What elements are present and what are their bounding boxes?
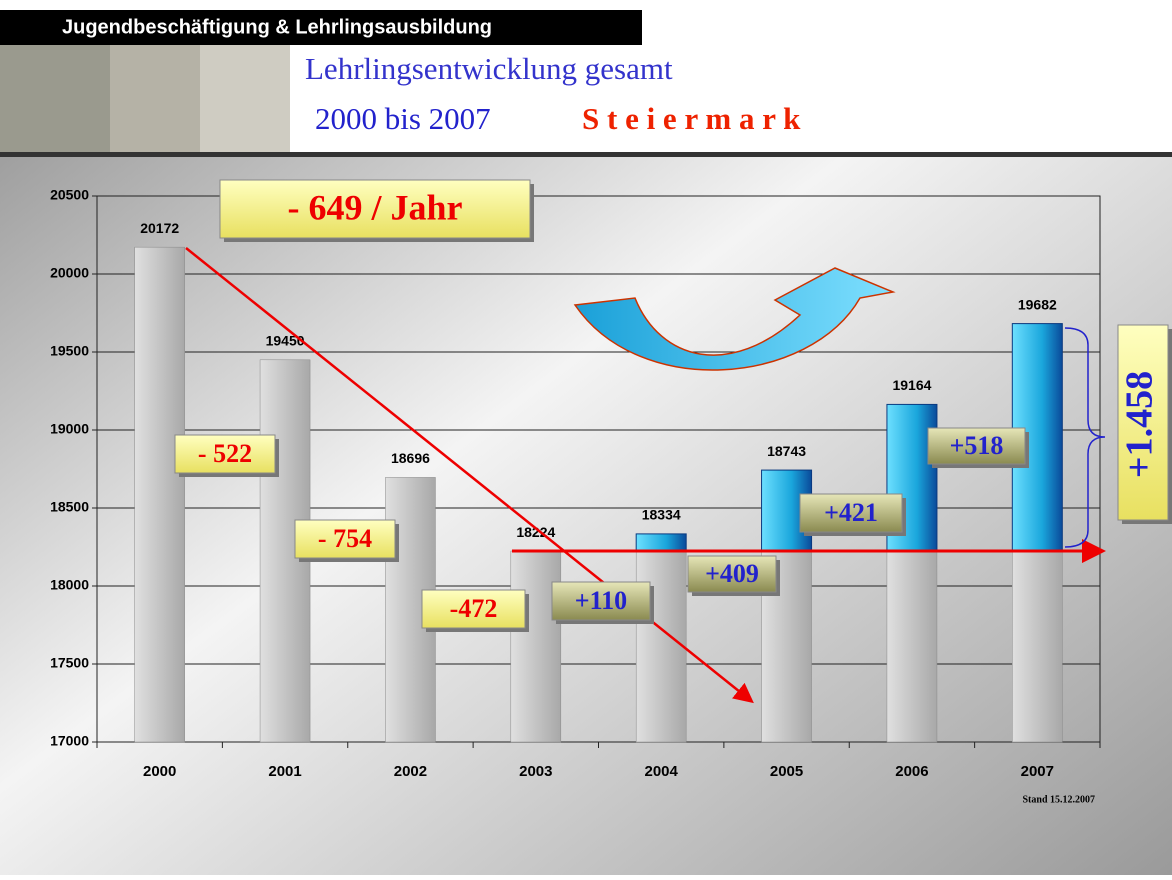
- subtitle: 2000 bis 2007: [315, 101, 491, 136]
- annotation-box: [294, 519, 396, 559]
- value-label: 19450: [266, 333, 305, 349]
- y-tick-label: 17000: [50, 733, 89, 749]
- bar: [510, 550, 562, 743]
- annotation: +1.458: [1119, 371, 1161, 478]
- annotation: +518: [950, 431, 1004, 460]
- annotation: +421: [824, 498, 878, 527]
- photo: [110, 45, 200, 153]
- value-label: 19164: [892, 377, 931, 393]
- annotation: +110: [575, 586, 627, 615]
- y-tick-label: 20000: [50, 265, 89, 281]
- brace: [1064, 327, 1106, 548]
- x-tick-label: 2004: [645, 763, 679, 780]
- x-tick-label: 2007: [1021, 763, 1054, 780]
- bar: [134, 246, 185, 743]
- y-tick-label: 19000: [50, 421, 89, 437]
- annotation: - 522: [198, 439, 252, 468]
- value-label: 18334: [642, 507, 681, 523]
- x-tick-label: 2000: [143, 763, 176, 780]
- annotation: - 649 / Jahr: [288, 187, 463, 227]
- trend-arrow: [185, 247, 754, 704]
- annotation-box: [219, 179, 531, 239]
- annotation-box: [421, 589, 526, 629]
- annotation: -472: [450, 594, 498, 623]
- annotation: - 754: [318, 524, 372, 553]
- bar: [635, 533, 687, 743]
- value-label: 18743: [767, 443, 806, 459]
- value-label: 19682: [1018, 296, 1057, 312]
- annotation-box: [1117, 324, 1169, 521]
- annotation-box: [687, 555, 777, 593]
- annotation-box: [174, 434, 276, 474]
- region: S t e i e r m a r k: [582, 101, 801, 136]
- photo: [200, 45, 290, 153]
- note: Stand 15.12.2007: [1022, 794, 1095, 805]
- y-tick-label: 18000: [50, 577, 89, 593]
- x-tick-label: 2006: [895, 763, 928, 780]
- plot: 17000 17500 18000 18500 19000 19500 20000 20500…: [50, 179, 1172, 780]
- value-label: 18696: [391, 450, 430, 466]
- annotation: +409: [705, 559, 759, 588]
- y-tick-label: 18500: [50, 499, 89, 515]
- value-label: 18224: [516, 524, 555, 540]
- x-tick-label: 2003: [519, 763, 552, 780]
- x-tick-label: 2005: [770, 763, 803, 780]
- annotation-box: [927, 427, 1026, 465]
- y-tick-label: 19500: [50, 343, 89, 359]
- bar-increase: [635, 533, 687, 552]
- x-tick-label: 2002: [394, 763, 427, 780]
- value-label: 20172: [140, 220, 179, 236]
- y-tick-label: 17500: [50, 655, 89, 671]
- y-tick-label: 20500: [50, 187, 89, 203]
- annotation-box: [551, 581, 651, 621]
- x-tick-label: 2001: [268, 763, 301, 780]
- banner-text: Jugendbeschäftigung & Lehrlingsausbildun…: [62, 16, 492, 38]
- title: Lehrlingsentwicklung gesamt: [305, 51, 673, 86]
- banner: [0, 10, 642, 45]
- annotation-box: [799, 493, 903, 533]
- separator: [0, 152, 1172, 157]
- curved-arrow: [573, 267, 896, 371]
